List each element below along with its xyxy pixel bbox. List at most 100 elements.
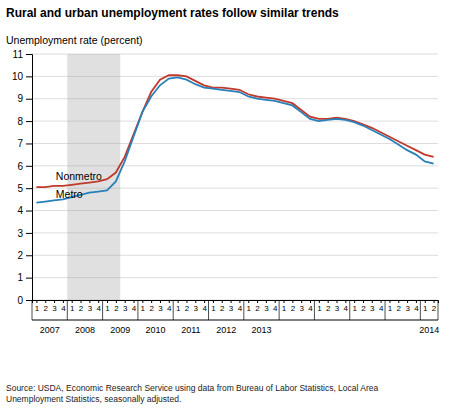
x-axis-line <box>33 301 439 304</box>
y-tick-label: 3 <box>17 228 23 239</box>
x-tick-label: 2 <box>432 304 437 313</box>
x-tick-mark <box>319 300 320 303</box>
x-tick: 1 <box>141 300 146 313</box>
y-tick-label: 5 <box>17 183 23 194</box>
x-tick-mark <box>142 300 143 303</box>
x-tick-label: 3 <box>335 304 340 313</box>
x-tick-label: 2 <box>397 304 402 313</box>
y-tick-mark <box>26 143 32 144</box>
x-tick-label: 2 <box>361 304 366 313</box>
y-tick-mark <box>26 121 32 122</box>
x-tick-label: 3 <box>52 304 57 313</box>
x-tick-label: 4 <box>238 304 243 313</box>
year-label: 2013 <box>251 325 271 335</box>
grid-line <box>67 54 120 55</box>
y-tick-mark <box>26 188 32 189</box>
y-tick: 1 <box>17 272 32 283</box>
x-tick: 2 <box>220 300 225 313</box>
x-tick-label: 1 <box>176 304 181 313</box>
x-tick: 3 <box>88 300 93 313</box>
year-label: 2008 <box>75 325 95 335</box>
x-tick: 3 <box>158 300 163 313</box>
title: Rural and urban unemployment rates follo… <box>6 6 339 20</box>
year-label: 2010 <box>146 325 166 335</box>
x-tick-mark <box>292 300 293 303</box>
x-tick-mark <box>36 300 37 303</box>
y-tick-label: 8 <box>17 116 23 127</box>
grid-line <box>32 232 438 233</box>
y-tick-mark <box>26 54 32 55</box>
x-tick-label: 3 <box>264 304 269 313</box>
x-tick: 3 <box>299 300 304 313</box>
x-tick-mark <box>345 300 346 303</box>
plot: NonmetroMetro012345678910111234123412341… <box>12 49 439 335</box>
grid-line <box>32 188 438 189</box>
x-tick: 1 <box>35 300 40 313</box>
x-tick: 2 <box>255 300 260 313</box>
x-tick: 1 <box>105 300 110 313</box>
x-tick: 2 <box>397 300 402 313</box>
y-tick: 4 <box>17 205 32 216</box>
x-tick: 1 <box>282 300 287 313</box>
x-tick-label: 1 <box>388 304 393 313</box>
x-tick-label: 3 <box>405 304 410 313</box>
y-tick-label: 9 <box>17 93 23 104</box>
year-separator <box>438 300 439 320</box>
year-separator <box>67 300 68 320</box>
x-tick-label: 2 <box>255 304 260 313</box>
x-tick-label: 4 <box>132 304 137 313</box>
x-tick-mark <box>134 300 135 303</box>
grid-line <box>67 277 120 278</box>
x-tick: 1 <box>176 300 181 313</box>
x-tick: 4 <box>61 300 66 313</box>
grid-line <box>67 143 120 144</box>
y-tick: 10 <box>12 71 32 82</box>
y-tick-label: 10 <box>12 71 24 82</box>
x-tick-label: 2 <box>79 304 84 313</box>
x-tick-mark <box>239 300 240 303</box>
grid-line <box>67 255 120 256</box>
year-separator <box>137 300 138 320</box>
x-tick: 3 <box>123 300 128 313</box>
y-tick: 3 <box>17 228 32 239</box>
y-tick-mark <box>26 76 32 77</box>
x-tick: 2 <box>149 300 154 313</box>
grid-line <box>67 165 120 166</box>
marks <box>36 54 433 300</box>
y-tick-mark <box>26 233 32 234</box>
x-tick-mark <box>186 300 187 303</box>
grid-line <box>67 210 120 211</box>
x-tick: 2 <box>291 300 296 313</box>
x-axis: 1234123412341234123412341234123412341234… <box>33 300 439 313</box>
x-tick: 3 <box>194 300 199 313</box>
x-tick-mark <box>178 300 179 303</box>
grid <box>32 54 438 300</box>
x-tick: 4 <box>414 300 419 313</box>
grid-line <box>32 54 438 55</box>
x-tick: 4 <box>96 300 101 313</box>
x-tick: 3 <box>264 300 269 313</box>
y-tick: 5 <box>17 183 32 194</box>
x-tick: 4 <box>202 300 207 313</box>
x-tick-mark <box>107 300 108 303</box>
x-tick-mark <box>354 300 355 303</box>
x-tick-mark <box>337 300 338 303</box>
x-tick-mark <box>407 300 408 303</box>
x-tick-mark <box>204 300 205 303</box>
grid-line <box>32 210 438 211</box>
x-tick-label: 2 <box>291 304 296 313</box>
year-separator <box>102 300 103 320</box>
x-tick-label: 3 <box>123 304 128 313</box>
year-separator <box>349 300 350 320</box>
x-tick: 2 <box>185 300 190 313</box>
x-tick-label: 3 <box>370 304 375 313</box>
grid-line <box>32 76 438 77</box>
x-tick-mark <box>116 300 117 303</box>
year-separator <box>279 300 280 320</box>
x-tick-label: 2 <box>220 304 225 313</box>
x-tick: 2 <box>432 300 437 313</box>
year-separator <box>173 300 174 320</box>
x-tick-mark <box>363 300 364 303</box>
x-tick-label: 4 <box>344 304 349 313</box>
x-tick-label: 2 <box>114 304 119 313</box>
